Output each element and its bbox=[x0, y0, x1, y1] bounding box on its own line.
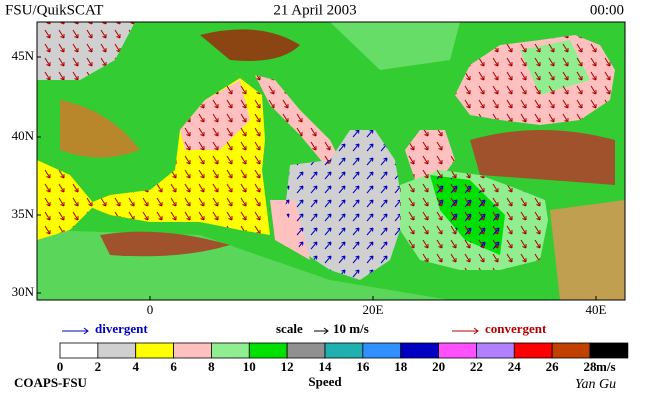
colorbar-cell bbox=[438, 342, 477, 359]
scale-arrow bbox=[314, 327, 329, 335]
colorbar-cell bbox=[589, 342, 629, 359]
lat-label: 45N bbox=[12, 48, 35, 63]
colorbar-tick-label: 12 bbox=[281, 359, 294, 374]
colorbar-cell bbox=[248, 342, 288, 359]
divergent-arrow bbox=[62, 327, 89, 335]
mountains bbox=[470, 130, 615, 185]
colorbar-tick-label: 14 bbox=[319, 359, 333, 374]
mountains bbox=[200, 29, 300, 61]
mountains bbox=[100, 231, 230, 257]
lon-label: 0 bbox=[147, 302, 154, 317]
plateau bbox=[60, 100, 140, 158]
colorbar-cell bbox=[97, 342, 137, 359]
header-left: FSU/QuikSCAT bbox=[5, 2, 103, 18]
colorbar-tick-label: 18 bbox=[394, 359, 408, 374]
legend-divergent: divergent bbox=[95, 321, 148, 336]
colorbar-cell bbox=[173, 342, 212, 359]
lowland bbox=[330, 22, 460, 70]
colorbar-tick-label: 2 bbox=[95, 359, 102, 374]
colorbar-tick-label: 26 bbox=[546, 359, 560, 374]
map bbox=[37, 22, 625, 300]
colorbar-cell bbox=[551, 342, 591, 359]
lat-label: 40N bbox=[12, 128, 35, 143]
header-time: 00:00 bbox=[590, 2, 624, 18]
wind-arrows-divergent bbox=[285, 130, 505, 280]
lat-label: 35N bbox=[12, 206, 35, 221]
lon-label: 20E bbox=[363, 302, 384, 317]
header-date: 21 April 2003 bbox=[273, 2, 356, 18]
colorbar-tick-label: 0 bbox=[57, 359, 64, 374]
colorbar-tick-label: 28 bbox=[584, 359, 598, 374]
colorbar-tick-label: 20 bbox=[432, 359, 445, 374]
colorbar-tick-label: 4 bbox=[132, 359, 139, 374]
legend-convergent: convergent bbox=[485, 321, 547, 336]
colorbar-cell bbox=[513, 342, 553, 359]
colorbar-cell bbox=[400, 342, 439, 359]
lon-label: 40E bbox=[586, 302, 607, 317]
colorbar-cell bbox=[135, 342, 174, 359]
lat-label: 30N bbox=[12, 284, 35, 299]
footer-credit: COAPS-FSU bbox=[14, 375, 88, 390]
colorbar-tick-label: 22 bbox=[470, 359, 483, 374]
colorbar-cell bbox=[362, 342, 402, 359]
colorbar-tick-label: 10 bbox=[243, 359, 256, 374]
legend-scale: scale bbox=[276, 321, 303, 336]
colorbar-cell bbox=[211, 342, 250, 359]
footer-author: Yan Gu bbox=[575, 377, 616, 392]
plateau bbox=[550, 200, 625, 300]
colorbar-tick-label: 24 bbox=[508, 359, 522, 374]
colorbar-cell bbox=[59, 342, 99, 359]
colorbar-cell bbox=[476, 342, 515, 359]
colorbar-tick-label: 6 bbox=[170, 359, 177, 374]
map-frame bbox=[36, 21, 626, 301]
colorbar-tick-label: 8 bbox=[208, 359, 215, 374]
colorbar-cell bbox=[324, 342, 364, 359]
colorbar-unit: m/s bbox=[596, 359, 616, 374]
colorbar-cell bbox=[286, 342, 326, 359]
convergent-arrow bbox=[452, 327, 479, 335]
legend-scale-value: 10 m/s bbox=[333, 321, 369, 336]
colorbar-title: Speed bbox=[308, 374, 342, 389]
colorbar-tick-label: 16 bbox=[356, 359, 370, 374]
